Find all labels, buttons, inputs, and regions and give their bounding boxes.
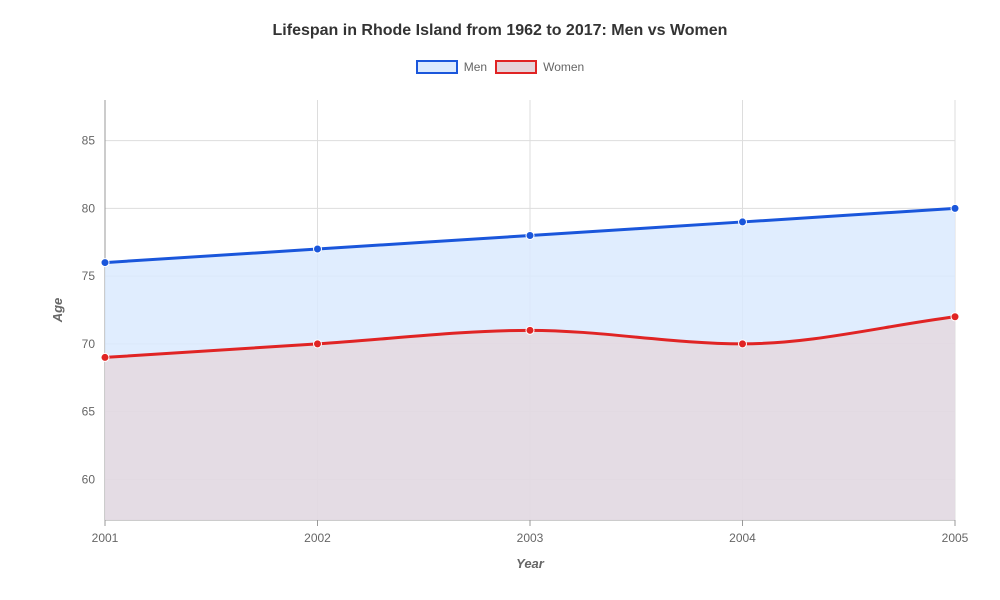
x-tick-label: 2002 (304, 531, 331, 545)
legend-swatch-women (495, 60, 537, 74)
series-marker-women (314, 340, 322, 348)
legend-label-women: Women (543, 60, 584, 74)
x-axis-title: Year (516, 556, 545, 571)
x-tick-label: 2004 (729, 531, 756, 545)
y-tick-label: 75 (82, 269, 96, 283)
series-marker-women (739, 340, 747, 348)
y-tick-label: 80 (82, 201, 96, 215)
y-tick-label: 60 (82, 472, 96, 486)
series-marker-men (526, 231, 534, 239)
series-marker-men (314, 245, 322, 253)
legend-label-men: Men (464, 60, 487, 74)
y-tick-label: 85 (82, 134, 96, 148)
legend-item-women: Women (495, 60, 584, 74)
y-tick-label: 65 (82, 405, 96, 419)
x-tick-label: 2005 (942, 531, 969, 545)
series-marker-women (526, 326, 534, 334)
y-axis-title: Age (50, 298, 65, 324)
legend-swatch-men (416, 60, 458, 74)
legend-item-men: Men (416, 60, 487, 74)
series-marker-women (101, 353, 109, 361)
legend: Men Women (0, 60, 1000, 74)
y-tick-label: 70 (82, 337, 96, 351)
chart-title: Lifespan in Rhode Island from 1962 to 20… (0, 22, 1000, 40)
series-marker-men (951, 204, 959, 212)
series-marker-women (951, 313, 959, 321)
x-tick-label: 2003 (517, 531, 544, 545)
series-marker-men (101, 259, 109, 267)
plot-area: 60657075808520012002200320042005YearAge (70, 100, 970, 590)
x-tick-label: 2001 (92, 531, 119, 545)
series-marker-men (739, 218, 747, 226)
